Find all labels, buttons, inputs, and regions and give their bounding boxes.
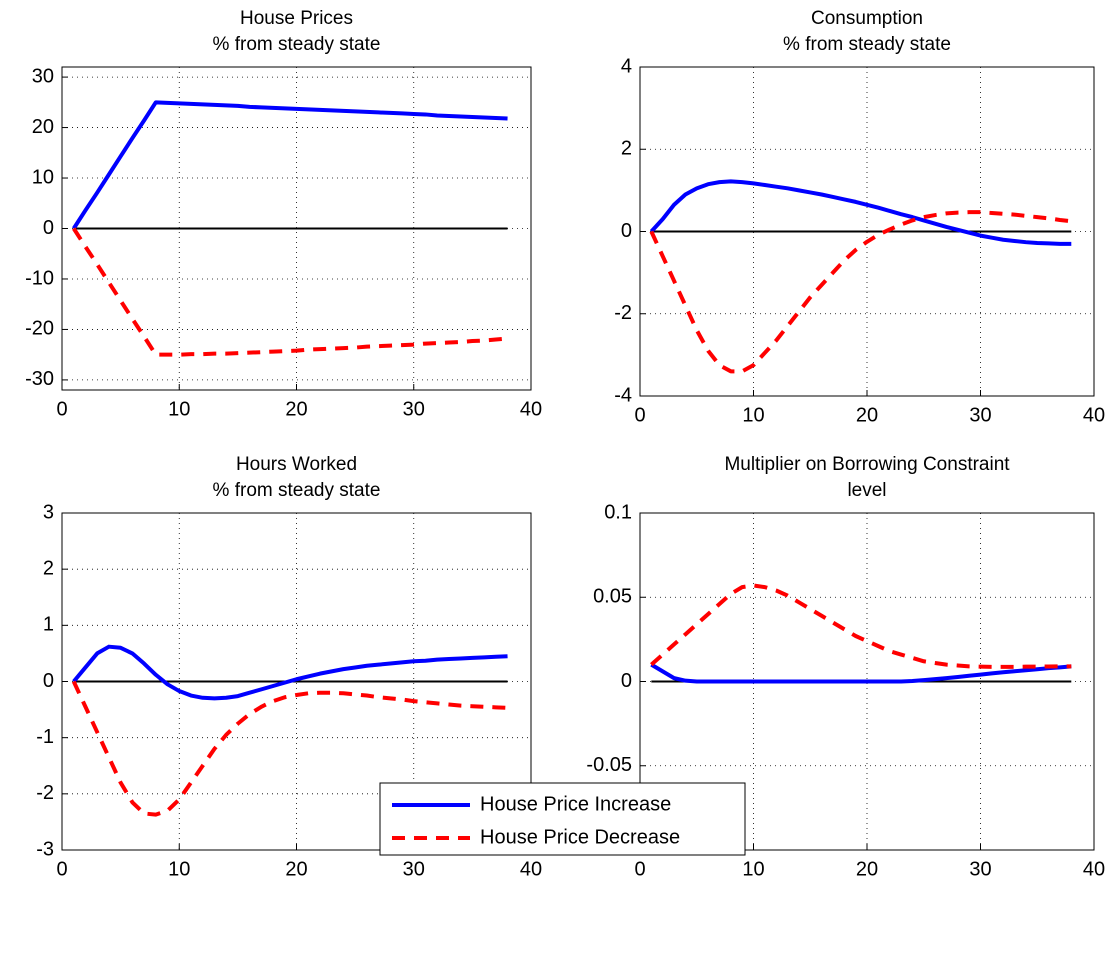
series-line <box>72 227 508 357</box>
chart-subtitle: % from steady state <box>213 480 381 501</box>
series-line <box>72 644 508 701</box>
series-line <box>649 179 1072 246</box>
subplot: House Prices % from steady state 0 10 20 30 40… <box>25 8 542 420</box>
y-tick-label: -30 <box>25 368 54 390</box>
plot-frame <box>639 512 1095 851</box>
x-tick-label: 10 <box>168 398 190 420</box>
series-line <box>71 680 508 817</box>
chart-subtitle: % from steady state <box>783 34 951 55</box>
x-tick-label: 20 <box>285 398 307 420</box>
plot-frame <box>61 66 532 391</box>
y-tick-label: 0 <box>621 670 632 692</box>
x-tick-label: 40 <box>1083 858 1105 880</box>
y-tick-label: -1 <box>36 726 54 748</box>
x-tick-label: 0 <box>56 398 67 420</box>
legend-box <box>379 782 746 856</box>
x-tick-label: 30 <box>403 858 425 880</box>
series-line <box>649 210 1072 374</box>
chart-title: Hours Worked <box>236 454 357 475</box>
y-tick-label: 1 <box>43 614 54 636</box>
y-tick-label: 4 <box>621 55 632 77</box>
legend-label: House Price Decrease <box>480 826 680 848</box>
y-tick-label: 2 <box>621 138 632 160</box>
y-tick-label: 0 <box>43 670 54 692</box>
y-tick-label: 0.1 <box>604 501 632 523</box>
x-tick-label: 0 <box>634 404 645 426</box>
y-tick-label: 10 <box>32 166 54 188</box>
x-tick-label: 20 <box>285 858 307 880</box>
y-tick-label: 0.05 <box>593 586 632 608</box>
x-tick-label: 10 <box>168 858 190 880</box>
y-tick-label: -4 <box>614 384 632 406</box>
x-tick-label: 10 <box>742 404 764 426</box>
x-tick-label: 30 <box>969 858 991 880</box>
x-tick-label: 30 <box>969 404 991 426</box>
series-line <box>650 662 1072 684</box>
chart-title: Consumption <box>811 8 923 29</box>
plot-frame <box>61 512 532 851</box>
y-tick-label: -3 <box>36 838 54 860</box>
y-tick-label: 30 <box>32 65 54 87</box>
x-tick-label: 40 <box>1083 404 1105 426</box>
chart-title: Multiplier on Borrowing Constraint <box>724 454 1010 475</box>
y-tick-label: -10 <box>25 267 54 289</box>
y-tick-label: -2 <box>614 302 632 324</box>
y-tick-label: -0.05 <box>586 754 632 776</box>
chart-title: House Prices <box>240 8 353 29</box>
plot-frame <box>639 66 1095 397</box>
y-tick-label: -20 <box>25 318 54 340</box>
x-tick-label: 20 <box>856 404 878 426</box>
series-line <box>650 583 1072 669</box>
chart-subtitle: level <box>847 480 886 501</box>
series-line <box>72 100 508 230</box>
y-tick-label: 2 <box>43 557 54 579</box>
y-tick-label: 3 <box>43 501 54 523</box>
x-tick-label: 40 <box>520 858 542 880</box>
y-tick-label: 20 <box>32 116 54 138</box>
y-tick-label: -2 <box>36 782 54 804</box>
y-tick-label: 0 <box>43 217 54 239</box>
legend-label: House Price Increase <box>480 793 671 815</box>
x-tick-label: 20 <box>856 858 878 880</box>
chart-subtitle: % from steady state <box>213 34 381 55</box>
y-tick-label: 0 <box>621 220 632 242</box>
x-tick-label: 10 <box>742 858 764 880</box>
x-tick-label: 40 <box>520 398 542 420</box>
x-tick-label: 0 <box>56 858 67 880</box>
legend: House Price Increase House Price Decrease <box>379 782 746 856</box>
x-tick-label: 0 <box>634 858 645 880</box>
x-tick-label: 30 <box>403 398 425 420</box>
